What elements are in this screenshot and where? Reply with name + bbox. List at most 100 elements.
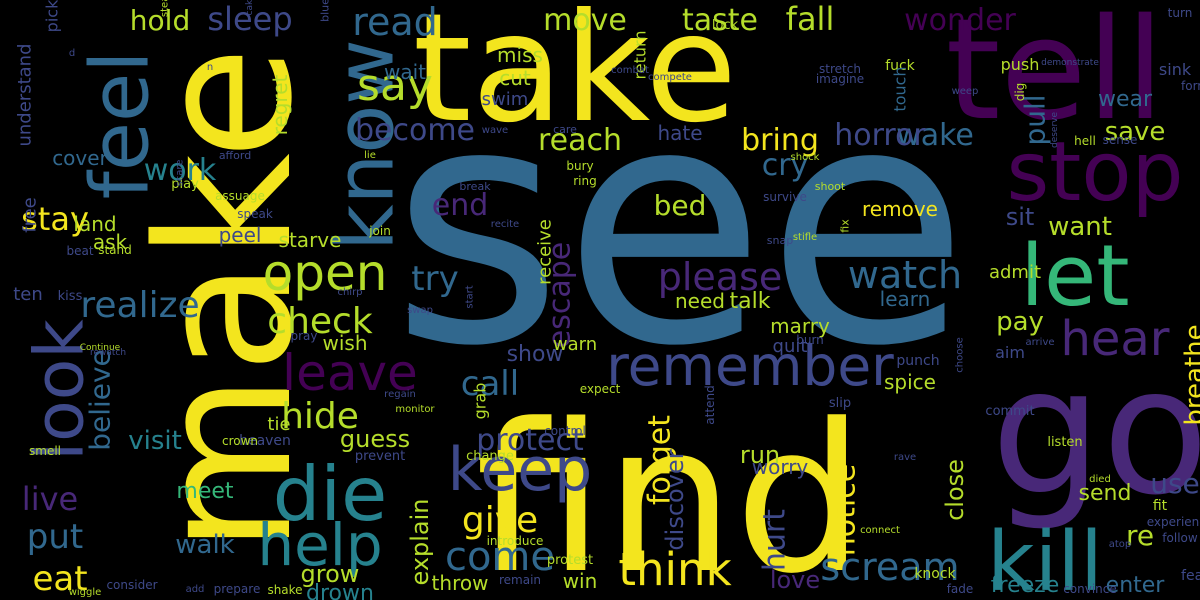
word-wear: wear — [1098, 87, 1153, 112]
word-warn: warn — [553, 334, 597, 355]
word-stifle: stifle — [793, 232, 817, 243]
word-weep: weep — [952, 86, 979, 97]
word-break: break — [459, 180, 491, 193]
word-win: win — [563, 569, 598, 593]
word-grab: grab — [471, 383, 490, 420]
word-kiss: kiss — [58, 289, 83, 304]
word-sense: sense — [1103, 133, 1138, 147]
word-worry: worry — [752, 455, 809, 479]
word-hide: hide — [281, 396, 359, 437]
word-hate: hate — [657, 121, 702, 145]
word-try: try — [411, 259, 458, 299]
word-follow: follow — [1162, 531, 1198, 545]
word-die: die — [273, 450, 388, 538]
word-reach: reach — [538, 123, 622, 158]
word-explain: explain — [406, 498, 434, 585]
word-escape: escape — [543, 242, 578, 348]
word-remember: remember — [606, 334, 894, 398]
word-lock: lock — [712, 18, 739, 33]
word-see: see — [391, 34, 969, 418]
word-shoot: shoot — [815, 180, 846, 193]
word-arrive: arrive — [1025, 337, 1054, 348]
word-admit: admit — [989, 262, 1041, 283]
word-live: live — [22, 480, 78, 518]
word-quit: quit — [773, 336, 808, 357]
word-attend: attend — [703, 385, 717, 424]
word-bury: bury — [566, 159, 593, 173]
word-want: want — [1048, 212, 1112, 242]
word-atop: atop — [1109, 539, 1132, 550]
word-run: run — [740, 441, 780, 469]
word-aim: aim — [995, 343, 1025, 362]
word-compete: compete — [648, 72, 692, 83]
word-push: push — [1001, 55, 1040, 74]
word-burn: burn — [796, 333, 824, 347]
word-show: show — [507, 342, 564, 367]
word-bring: bring — [741, 123, 819, 158]
word-breathe: breathe — [1180, 324, 1200, 425]
word-survive: survive — [763, 190, 807, 204]
word-combat: combat — [611, 65, 649, 76]
word-peel: peel — [219, 223, 262, 247]
word-recite: recite — [491, 219, 519, 230]
word-become: become — [355, 113, 475, 148]
word-let: let — [1020, 227, 1129, 326]
word-look: look — [21, 319, 100, 461]
word-dig: dig — [1013, 83, 1027, 102]
word-call: call — [461, 364, 519, 404]
word-deserve: deserve — [1050, 112, 1060, 149]
word-touch: touch — [891, 66, 910, 111]
word-drown: drown — [306, 581, 374, 600]
word-hurt: hurt — [758, 509, 793, 571]
word-discover: discover — [661, 449, 689, 550]
word-assuage: assuage — [215, 189, 265, 203]
word-snap: snap — [767, 234, 793, 247]
word-cover: cover — [52, 146, 108, 170]
word-tie: tie — [267, 414, 290, 435]
word-remain: remain — [499, 573, 541, 587]
word-wiggle: wiggle — [69, 587, 102, 598]
word-sleep: sleep — [207, 0, 292, 38]
word-understand: understand — [15, 43, 36, 146]
word-ring: ring — [573, 174, 597, 188]
word-use: use — [1150, 467, 1200, 500]
word-monitor: monitor — [395, 404, 435, 415]
word-horror: horror — [834, 118, 926, 153]
word-tell: tell — [946, 0, 1165, 152]
word-know: know — [319, 39, 412, 250]
word-free: free — [20, 197, 41, 233]
word-rave: rave — [894, 452, 916, 463]
word-form: form — [1181, 79, 1200, 93]
word-crown: crown — [222, 434, 258, 448]
word-ten: ten — [13, 284, 43, 305]
word-put: put — [27, 517, 83, 557]
word-visit: visit — [128, 426, 182, 456]
word-freeze: freeze — [991, 573, 1059, 598]
word-d: d — [69, 48, 75, 59]
word-connect: connect — [860, 525, 900, 536]
word-cry: cry — [762, 148, 809, 183]
word-consider: consider — [106, 578, 157, 592]
word-please: please — [658, 255, 783, 299]
word-speak: speak — [237, 207, 273, 221]
word-pray: pray — [290, 329, 317, 343]
word-care: care — [553, 123, 577, 136]
word-move: move — [543, 3, 627, 38]
word-land: land — [73, 212, 116, 236]
word-heaven: heaven — [239, 433, 291, 449]
word-stretch: stretch — [819, 62, 861, 76]
word-blue: blue — [319, 0, 332, 22]
word-beat: beat — [66, 244, 93, 258]
word-prevent: prevent — [355, 449, 405, 464]
word-stop: stop — [1006, 125, 1183, 220]
word-save: save — [1105, 117, 1166, 147]
word-pick: pick — [43, 0, 62, 32]
word-pull: pull — [1019, 94, 1052, 145]
word-go: go — [991, 331, 1200, 534]
word-protest: protest — [547, 553, 593, 568]
word-knock: knock — [914, 566, 956, 582]
word-meet: meet — [176, 479, 234, 504]
word-swap: swap — [407, 305, 433, 316]
